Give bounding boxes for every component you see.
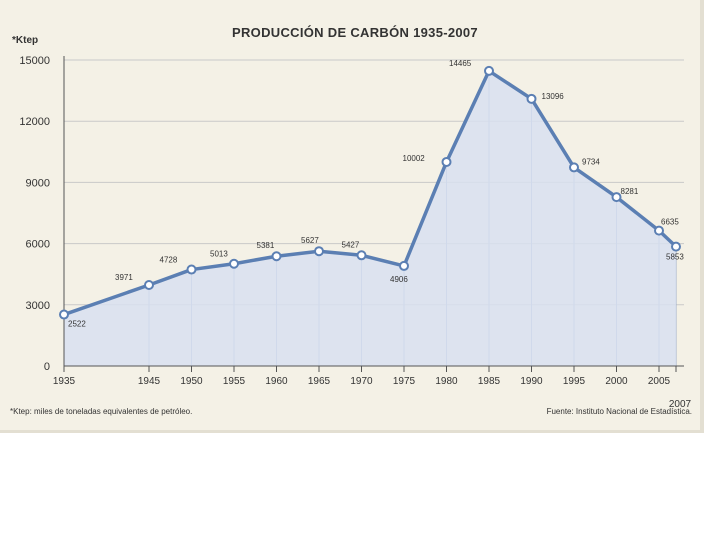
data-point	[356, 250, 367, 261]
x-tick-label: 1945	[138, 376, 161, 387]
chart-figure: PRODUCCIÓN DE CARBÓN 1935-2007 *Ktep 0 30…	[0, 0, 704, 433]
data-label: 14465	[449, 59, 472, 68]
data-point	[186, 264, 197, 275]
y-tick-label: 6000	[26, 239, 50, 251]
axis-layer: 0 3000 6000 9000 12000 15000 1935 1945 1950 1955 1…	[19, 55, 691, 410]
y-tick-label: 9000	[26, 177, 50, 189]
data-point	[526, 93, 537, 104]
y-tick-label: 15000	[19, 55, 50, 67]
area-layer	[64, 70, 676, 366]
x-tick-label: 1985	[478, 376, 501, 387]
x-tick-label: 2005	[648, 376, 671, 387]
data-point	[654, 225, 664, 236]
data-point	[399, 260, 409, 271]
data-label: 9734	[582, 157, 600, 166]
data-label: 4728	[160, 256, 178, 265]
chart-svg: PRODUCCIÓN DE CARBÓN 1935-2007 *Ktep 0 30…	[10, 25, 692, 416]
x-tick-label: 2000	[605, 376, 628, 387]
x-tick-label: 1990	[520, 376, 543, 387]
y-tick-label: 12000	[19, 116, 50, 128]
x-tick-label: 1935	[53, 376, 76, 387]
data-label: 8281	[621, 187, 639, 196]
y-axis-unit-label: *Ktep	[12, 35, 38, 46]
data-point	[611, 192, 622, 203]
data-point	[144, 279, 154, 290]
x-tick-label: 1975	[393, 376, 416, 387]
data-label: 3971	[115, 273, 133, 282]
data-label: 4906	[390, 275, 408, 284]
marks-layer: 2522 3971 4728 5013 5381 5627 5427 4906 10002 144…	[59, 59, 684, 329]
data-label: 5853	[666, 253, 684, 262]
source-note: Fuente: Instituto Nacional de Estadístic…	[547, 407, 692, 416]
data-point	[484, 65, 494, 76]
data-label: 5013	[210, 250, 228, 259]
data-label: 5381	[257, 241, 275, 250]
data-label: 2522	[68, 320, 86, 329]
x-tick-label: 2007	[669, 399, 692, 410]
data-label: 13096	[542, 92, 565, 101]
footnote: *Ktep: miles de toneladas equivalentes d…	[10, 407, 192, 416]
x-tick-label: 1965	[308, 376, 331, 387]
data-point	[59, 309, 69, 320]
x-tick-label: 1995	[563, 376, 586, 387]
data-label: 10002	[403, 154, 426, 163]
data-label: 5427	[342, 240, 360, 249]
data-point	[314, 246, 324, 257]
area-fill	[64, 70, 676, 366]
data-point	[569, 162, 579, 173]
x-tick-label: 1950	[180, 376, 203, 387]
x-tick-label: 1980	[435, 376, 458, 387]
data-point	[271, 251, 282, 262]
data-label: 6635	[661, 218, 679, 227]
chart-title: PRODUCCIÓN DE CARBÓN 1935-2007	[232, 25, 478, 40]
x-tick-label: 1960	[265, 376, 288, 387]
data-point	[671, 241, 681, 252]
data-point	[441, 156, 452, 167]
y-tick-label: 3000	[26, 300, 50, 312]
data-point	[229, 258, 239, 269]
data-label: 5627	[301, 236, 319, 245]
x-tick-label: 1955	[223, 376, 246, 387]
x-tick-label: 1970	[350, 376, 373, 387]
y-tick-label: 0	[44, 361, 50, 373]
